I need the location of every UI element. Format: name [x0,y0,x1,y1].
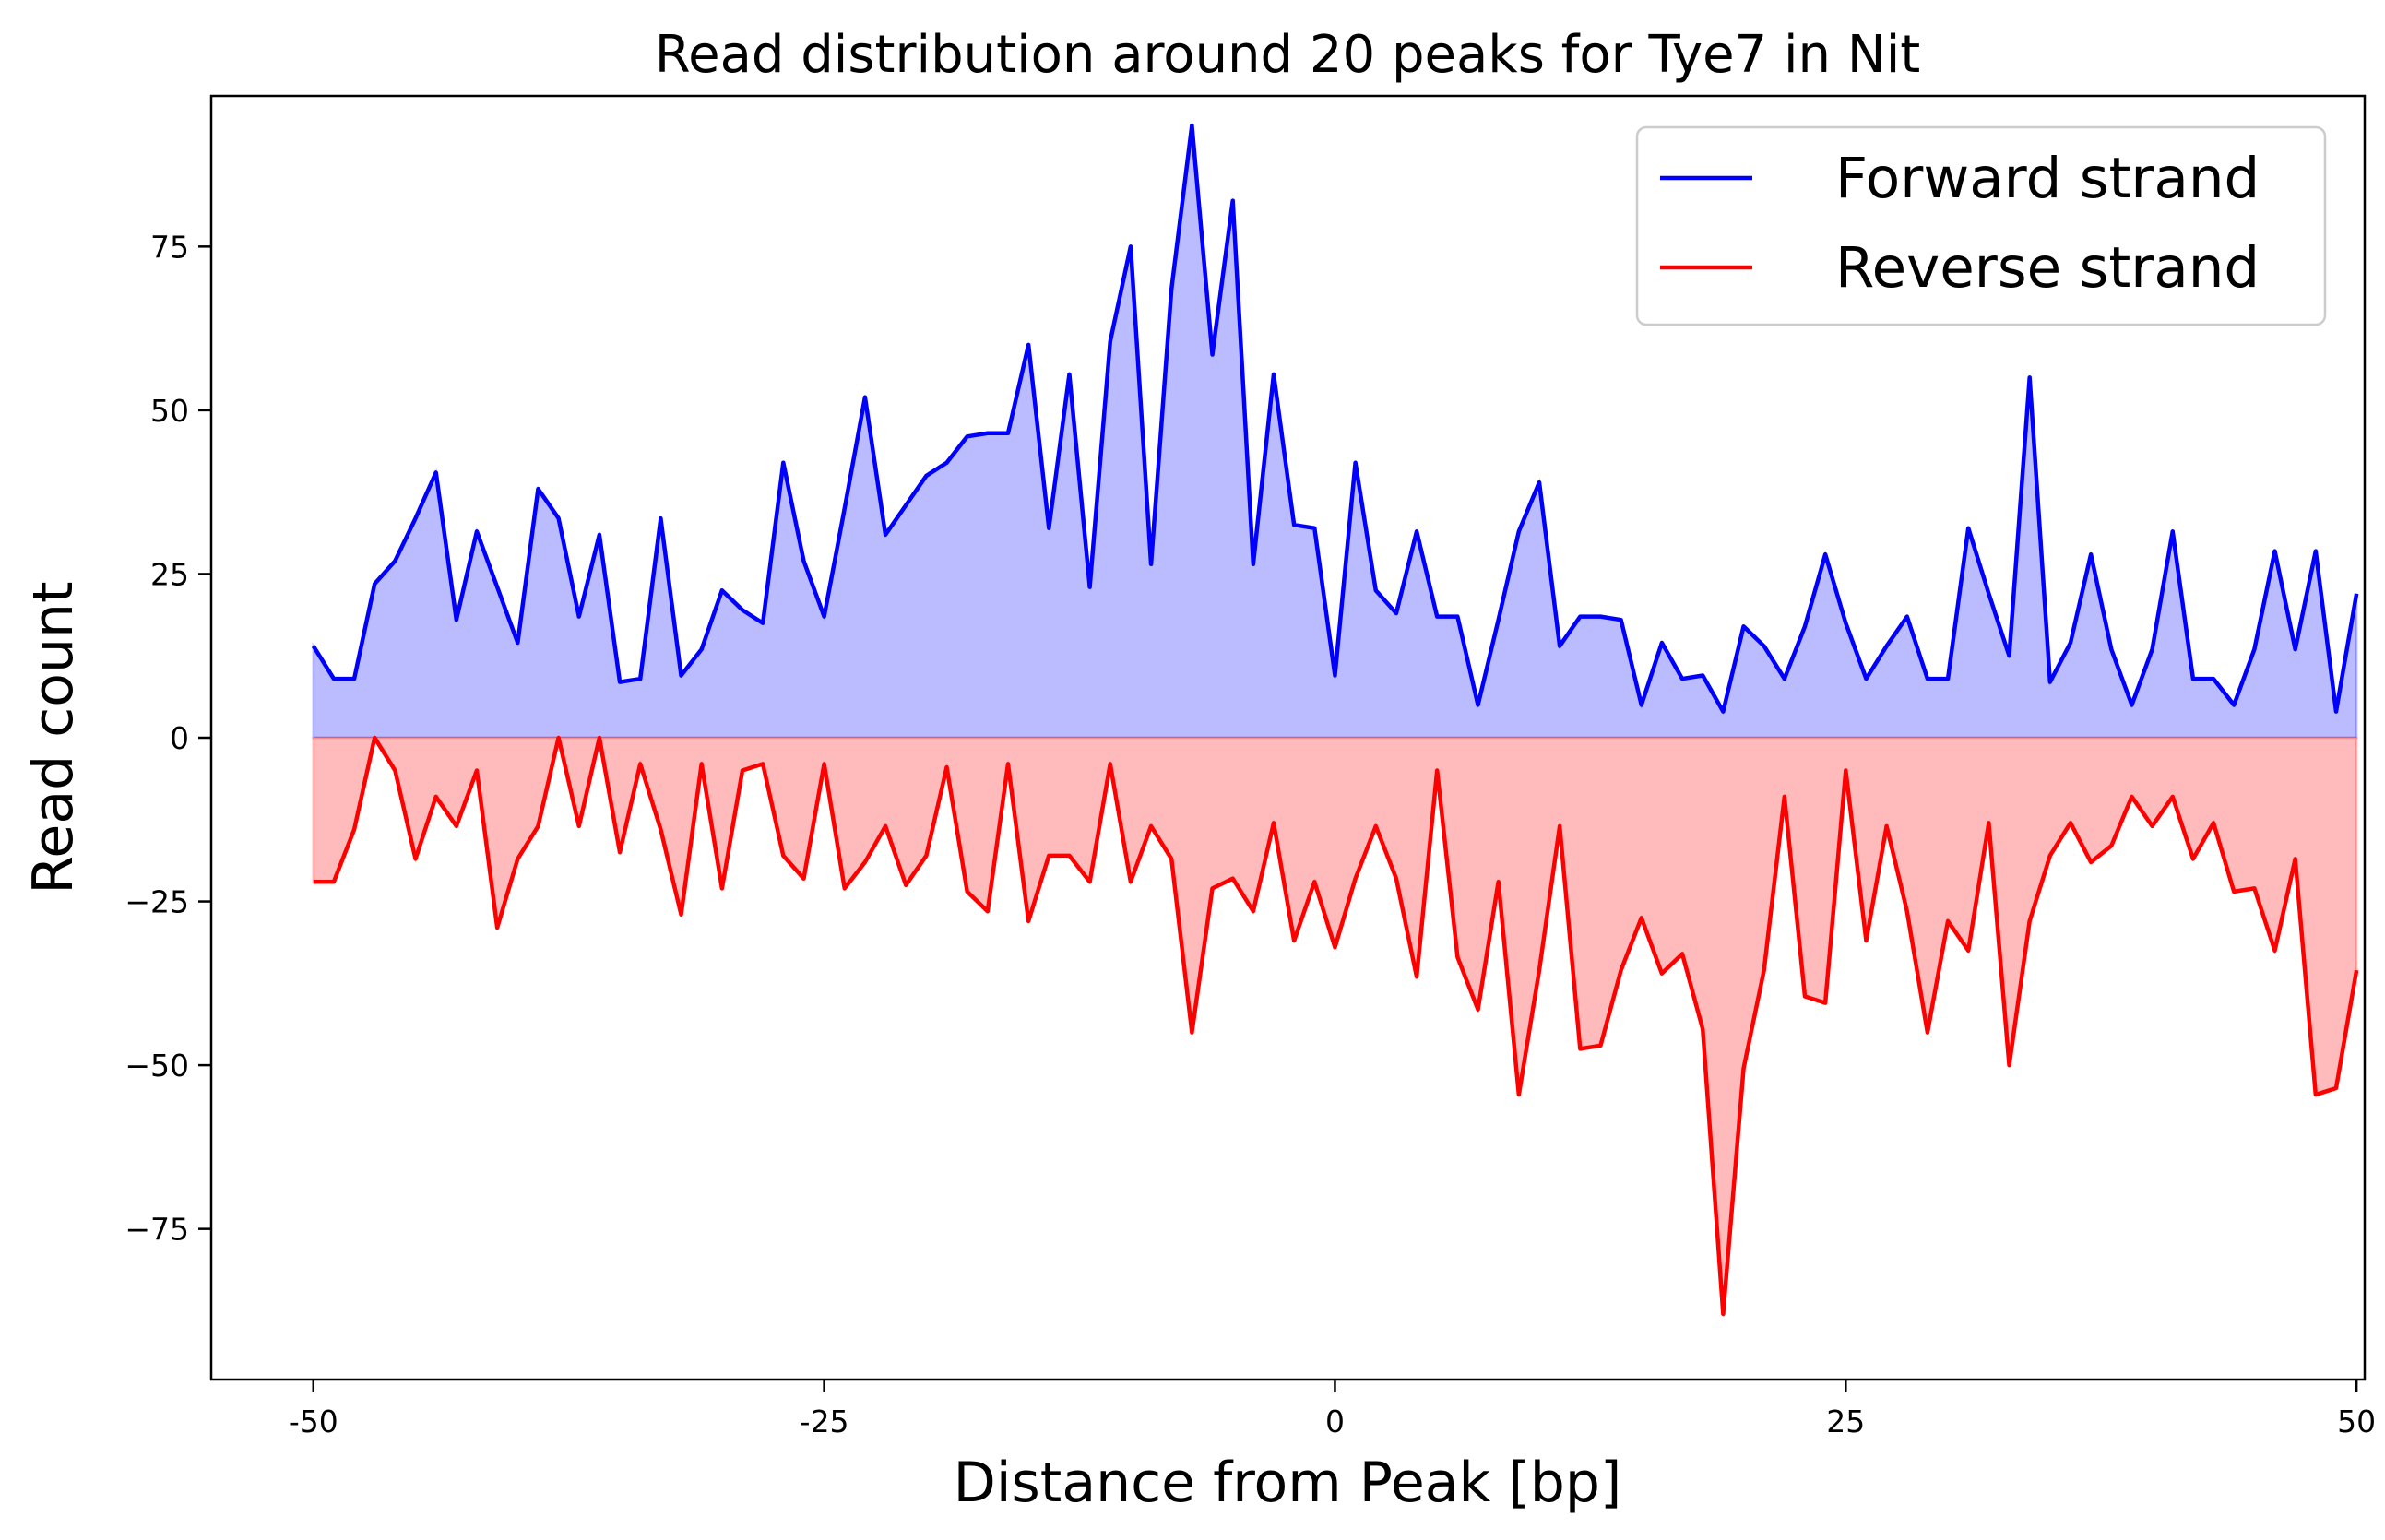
y-tick-label: −25 [125,884,189,920]
x-tick-label: 50 [2337,1404,2376,1439]
legend-label-reverse: Reverse strand [1835,235,2260,301]
legend: Forward strand Reverse strand [1635,125,2327,326]
legend-label-forward: Forward strand [1835,146,2260,211]
y-tick-label: 50 [150,393,189,429]
series-line-1 [313,735,2359,1317]
legend-box [1635,125,2327,326]
chart-title: Read distribution around 20 peaks for Ty… [655,25,1921,85]
x-tick-label: -25 [800,1404,849,1439]
y-axis: −75 −50 −25 0 25 50 75 [125,229,211,1248]
x-tick-label: 0 [1325,1404,1345,1439]
y-tick-label: 25 [150,556,189,592]
x-tick-label: 25 [1826,1404,1865,1439]
y-tick-label: −50 [125,1048,189,1084]
y-axis-label: Read count [21,581,86,894]
y-tick-label: 0 [170,720,189,756]
y-tick-label: −75 [125,1212,189,1248]
series-line-0 [311,123,2359,714]
x-axis: -50 -25 0 25 50 [289,1380,2376,1439]
y-tick-label: 75 [150,229,189,265]
x-axis-label: Distance from Peak [bp] [954,1451,1622,1515]
x-tick-label: -50 [289,1404,338,1439]
series-lines [311,123,2359,1317]
